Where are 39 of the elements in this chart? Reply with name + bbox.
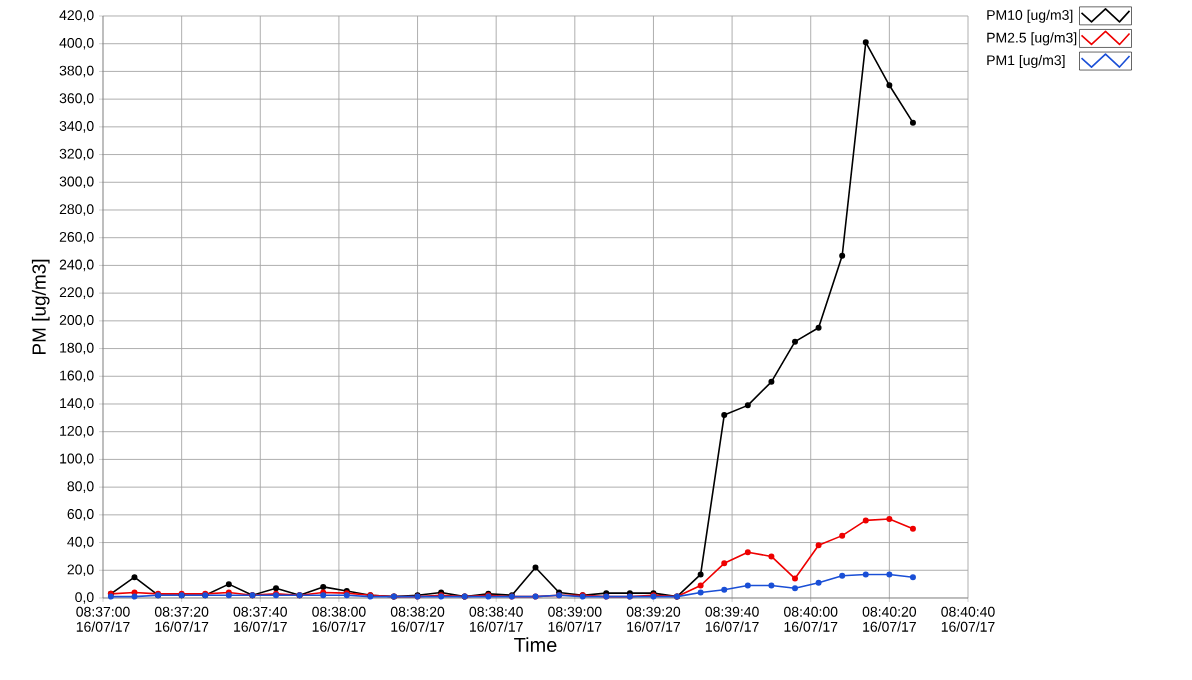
legend-label: PM10 [ug/m3] [987,9,1073,23]
x-tick-label: 08:39:40 16/07/17 [705,606,759,632]
y-tick-label: 60,0 [67,509,94,521]
x-tick-label: 08:37:00 16/07/17 [76,606,130,632]
y-tick-label: 180,0 [60,342,94,355]
y-tick-label: 100,0 [60,453,94,466]
y-tick-label: 220,0 [59,287,94,299]
x-axis-title: Time [514,637,557,652]
y-tick-label: 420,0 [59,10,94,22]
y-tick-label: 320,0 [59,148,94,161]
y-tick-label: 120,0 [60,425,94,438]
legend-label: PM2.5 [ug/m3] [987,32,1077,46]
x-tick-label: 08:37:40 16/07/17 [233,606,287,632]
y-tick-label: 0,0 [75,592,94,604]
y-tick-label: 80,0 [67,481,94,493]
y-axis-title: PM [ug/m3] [31,259,50,355]
y-tick-label: 40,0 [67,536,94,549]
x-tick-label: 08:39:20 16/07/17 [626,606,681,632]
y-tick-label: 340,0 [59,121,94,133]
y-tick-label: 300,0 [59,176,94,189]
x-tick-label: 08:40:40 16/07/17 [941,606,995,632]
y-tick-label: 240,0 [59,259,94,272]
y-tick-label: 140,0 [60,398,94,410]
y-tick-label: 160,0 [60,370,94,383]
y-tick-label: 360,0 [59,93,94,105]
x-tick-label: 08:37:20 16/07/17 [154,606,209,632]
y-tick-label: 280,0 [59,204,94,216]
x-tick-label: 08:38:20 16/07/17 [390,606,445,632]
y-tick-label: 400,0 [59,37,94,50]
legend-label: PM1 [ug/m3] [987,54,1065,68]
x-tick-label: 08:40:00 16/07/17 [784,606,838,632]
y-tick-label: 380,0 [59,65,94,78]
x-tick-label: 08:38:40 16/07/17 [469,606,523,632]
x-tick-label: 08:39:00 16/07/17 [548,606,602,632]
y-tick-label: 20,0 [67,564,94,577]
y-tick-label: 200,0 [59,315,94,327]
y-tick-label: 260,0 [59,231,94,244]
x-tick-label: 08:38:00 16/07/17 [312,606,366,632]
x-tick-label: 08:40:20 16/07/17 [862,606,917,632]
